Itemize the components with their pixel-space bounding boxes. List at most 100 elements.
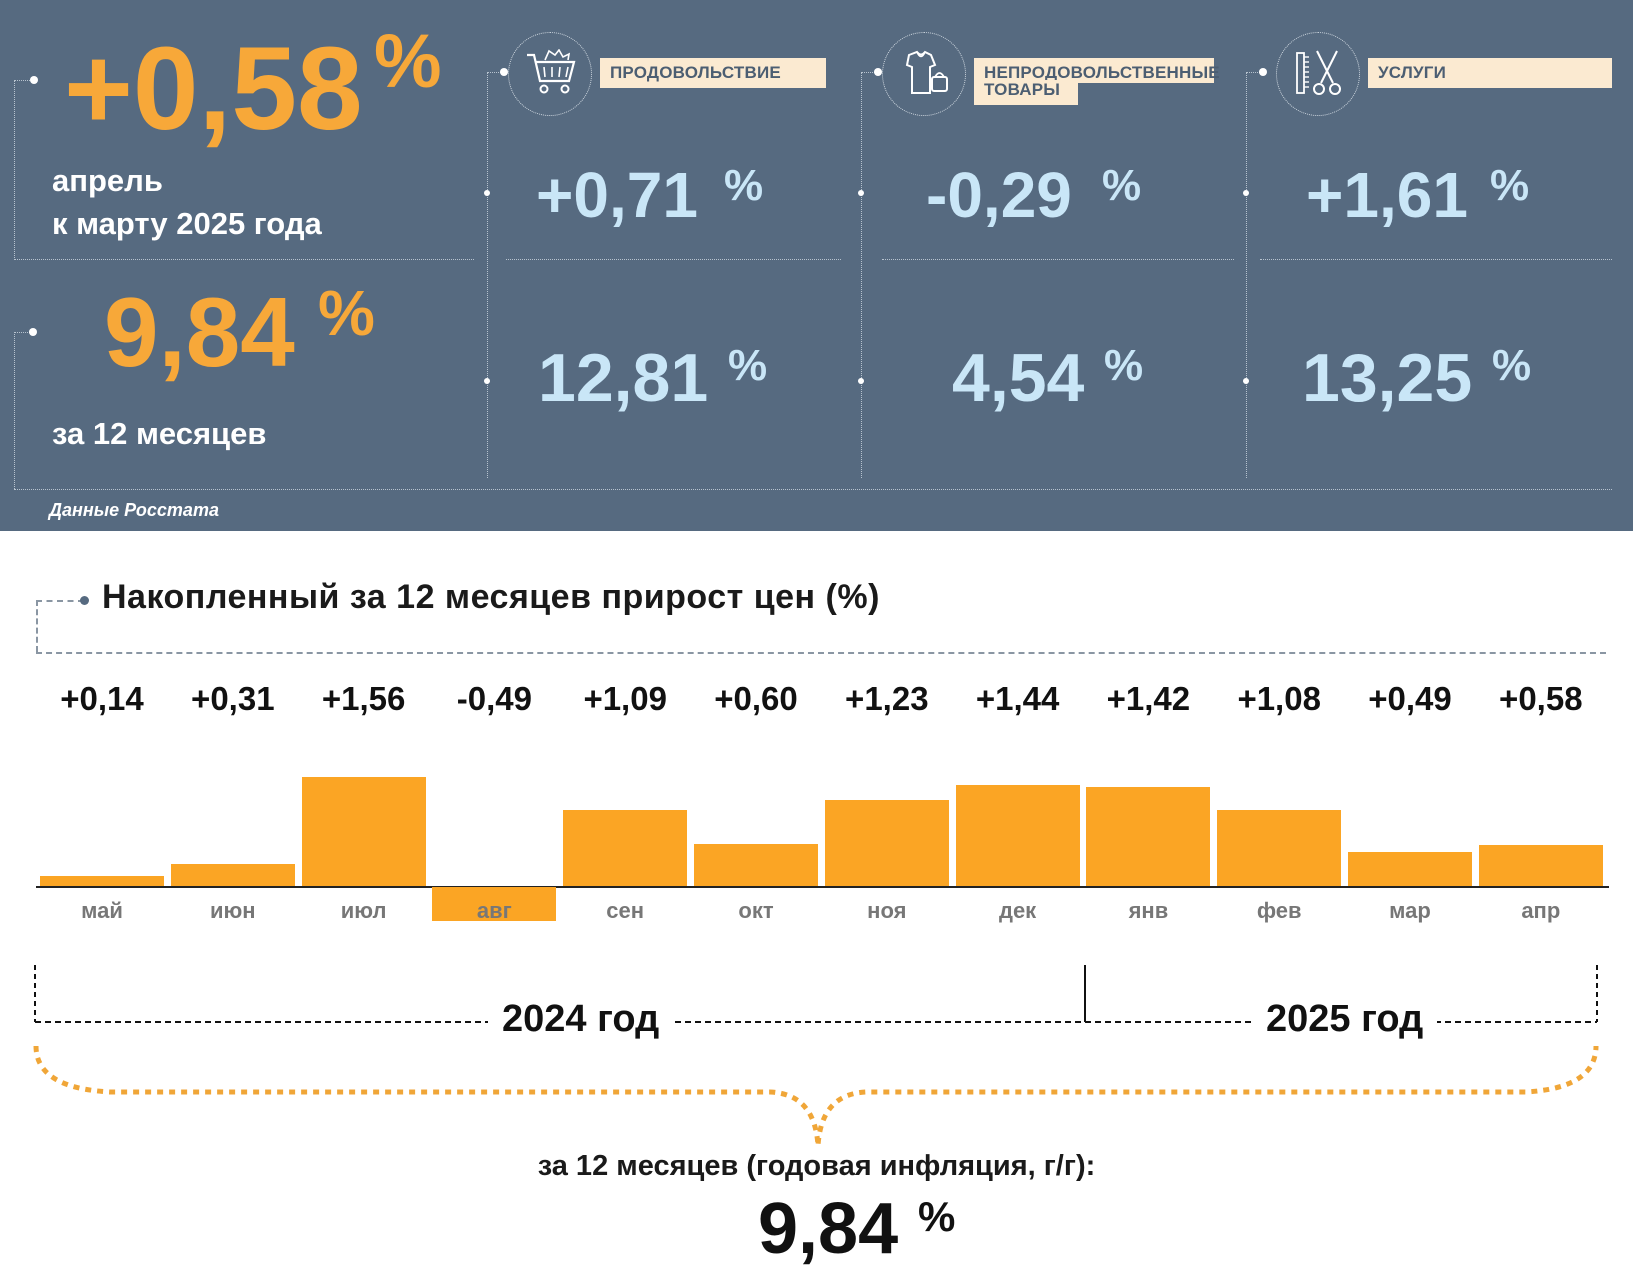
bar-value-label: +1,56 [321, 680, 406, 717]
month-label: фев [1256, 898, 1302, 923]
title-underline [36, 652, 1606, 654]
bar-апр [1478, 845, 1603, 886]
divider-line [14, 259, 474, 260]
bar-value-label: +1,23 [845, 680, 929, 717]
shopping-cart-icon [508, 32, 592, 116]
bracket-line [14, 332, 32, 333]
annual-summary-pct: % [918, 1193, 956, 1240]
bar-value-label: +1,09 [583, 680, 667, 717]
divider-line [14, 489, 1612, 490]
month-label: ноя [867, 898, 907, 923]
chart-title: Накопленный за 12 месяцев прирост цен (%… [102, 578, 880, 616]
food-monthly-value: +0,71 [536, 159, 698, 231]
month-label: май [81, 898, 123, 923]
x-axis-line [36, 886, 1609, 888]
source-note: Данные Росстата [49, 500, 219, 520]
annual-summary-value: 9,84 [758, 1189, 899, 1269]
month-label: июл [340, 898, 387, 923]
summary-panel: +0,58 % апрель к марту 2025 года 9,84 % … [0, 0, 1633, 531]
column-dot [858, 378, 864, 384]
nonfood-annual-pct: % [1104, 341, 1144, 390]
month-label: апр [1521, 898, 1561, 923]
bar-окт [694, 844, 818, 886]
category-label-nonfood-line2: ТОВАРЫ [974, 80, 1078, 105]
bar-авг [432, 887, 557, 922]
bar-value-label: +0,31 [191, 680, 275, 717]
category-label-services: УСЛУГИ [1368, 58, 1612, 88]
clothing-bag-icon [882, 32, 966, 116]
services-monthly-pct: % [1490, 161, 1530, 210]
monthly-inflation-pct: % [374, 19, 442, 104]
bar-фев [1217, 810, 1342, 886]
monthly-caption-line2: к марту 2025 года [52, 206, 322, 241]
bar-value-label: -0,49 [456, 680, 532, 717]
bar-value-label: +0,49 [1368, 680, 1452, 717]
bar-value-label: +1,42 [1106, 680, 1191, 717]
bar-value-label: +0,14 [60, 680, 144, 717]
bar-июл [301, 776, 426, 886]
title-bullet [80, 596, 89, 605]
title-bracket-line [36, 600, 38, 652]
nonfood-monthly-value: -0,29 [926, 159, 1072, 231]
month-label: дек [998, 898, 1037, 923]
column-dot [484, 190, 490, 196]
monthly-inflation-value: +0,58 [64, 23, 363, 155]
bracket-line [14, 80, 15, 260]
column-dot [874, 68, 882, 76]
food-monthly-pct: % [724, 161, 764, 210]
month-label: янв [1128, 898, 1169, 923]
divider-line [882, 259, 1234, 260]
nonfood-monthly-pct: % [1102, 161, 1142, 210]
column-dot [858, 190, 864, 196]
bar-value-label: +1,08 [1237, 680, 1321, 717]
month-label: окт [738, 898, 774, 923]
title-bracket-line [36, 600, 84, 602]
bracket-line [14, 332, 15, 489]
annual-inflation-value: 9,84 [104, 277, 295, 387]
column-line [487, 72, 503, 73]
month-label: авг [476, 898, 512, 923]
food-annual-value: 12,81 [538, 340, 709, 416]
bar-мар [1348, 851, 1472, 886]
divider-line [506, 259, 841, 260]
bracket-dot [29, 328, 37, 336]
column-dot [1243, 378, 1249, 384]
comb-scissors-icon [1276, 32, 1360, 116]
bar-value-label: +0,60 [714, 680, 798, 717]
annual-caption: за 12 месяцев [52, 416, 267, 451]
bar-value-label: +1,44 [975, 680, 1060, 717]
annual-inflation-pct: % [318, 277, 375, 349]
column-line [861, 72, 877, 73]
services-annual-value: 13,25 [1302, 340, 1473, 416]
services-monthly-value: +1,61 [1306, 159, 1468, 231]
services-annual-pct: % [1492, 341, 1532, 390]
bar-июн [170, 864, 295, 886]
column-line [1246, 72, 1247, 478]
nonfood-annual-value: 4,54 [952, 340, 1085, 416]
category-label-nonfood-line1: НЕПРОДОВОЛЬСТВЕННЫЕ [974, 58, 1220, 83]
bar-дек [955, 785, 1080, 886]
month-label: сен [606, 898, 645, 923]
column-dot [500, 68, 508, 76]
column-dot [1243, 190, 1249, 196]
column-line [1246, 72, 1262, 73]
column-line [487, 72, 488, 478]
bar-value-label: +0,58 [1499, 680, 1583, 717]
annual-summary-label: за 12 месяцев (годовая инфляция, г/г): [537, 1150, 1096, 1182]
bracket-line [14, 80, 34, 81]
year-label-2025: 2025 год [1252, 998, 1438, 1041]
bracket-dot [30, 76, 38, 84]
year-label-2024: 2024 год [488, 998, 674, 1041]
category-label-food: ПРОДОВОЛЬСТВИЕ [600, 58, 826, 88]
month-label: мар [1389, 898, 1431, 923]
food-annual-pct: % [728, 341, 768, 390]
column-dot [484, 378, 490, 384]
bar-янв [1086, 786, 1211, 886]
bar-сен [563, 809, 688, 886]
column-dot [1259, 68, 1267, 76]
bar-ноя [824, 799, 949, 886]
month-label: июн [209, 898, 256, 923]
column-line [861, 72, 862, 478]
bar-май [40, 876, 164, 886]
divider-line [1260, 259, 1612, 260]
